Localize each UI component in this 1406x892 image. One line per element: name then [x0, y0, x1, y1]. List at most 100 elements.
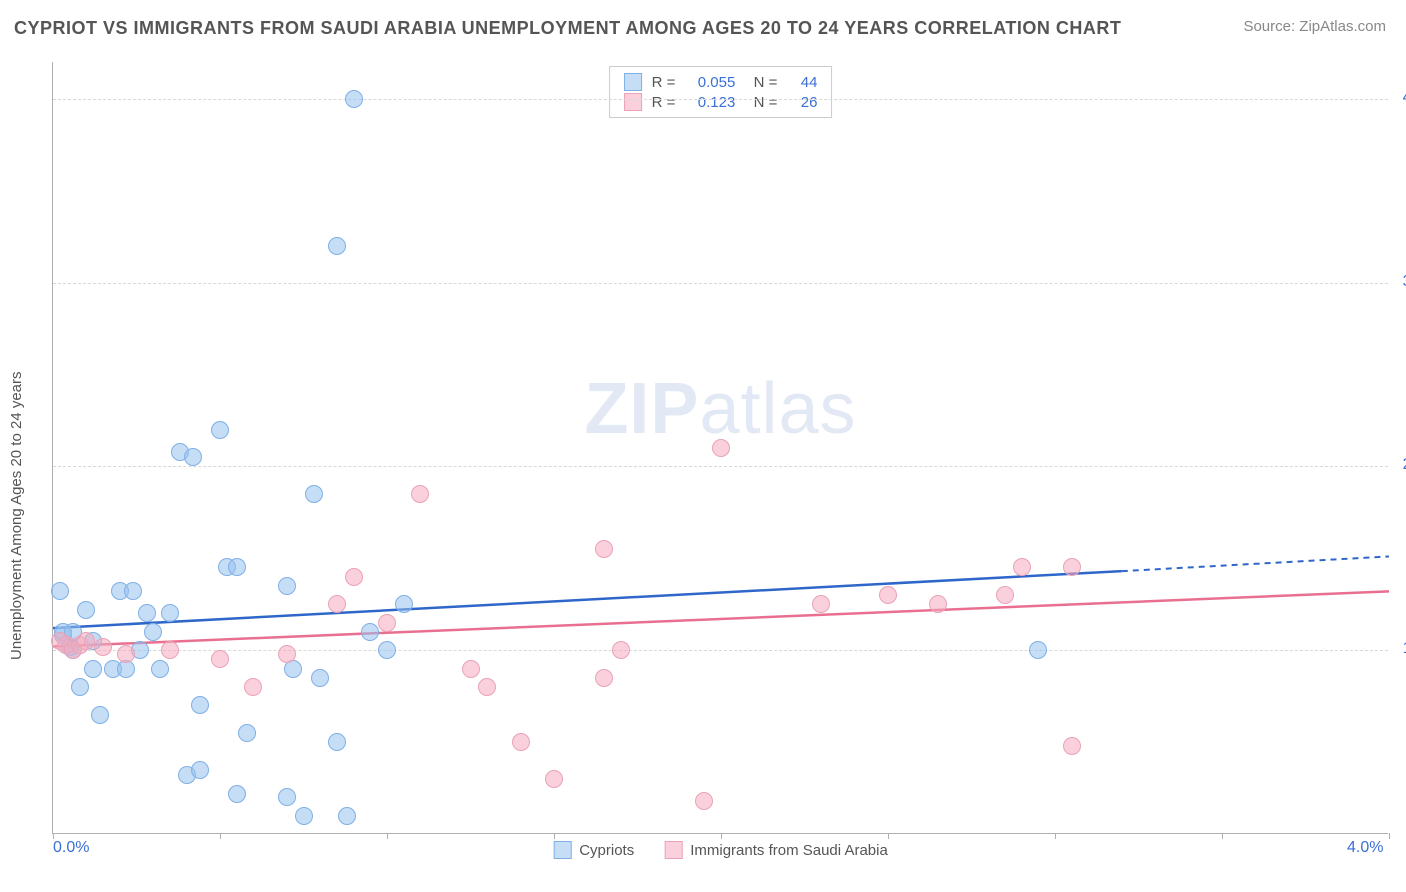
data-point-saudi	[545, 770, 563, 788]
stats-legend-row-cypriots: R = 0.055 N = 44	[624, 72, 818, 92]
x-tick-label: 0.0%	[53, 839, 89, 857]
legend-n-value: 44	[787, 74, 817, 91]
data-point-cypriots	[91, 706, 109, 724]
series-legend-item-cypriots: Cypriots	[553, 841, 634, 859]
data-point-cypriots	[1029, 641, 1047, 659]
data-point-cypriots	[51, 582, 69, 600]
data-point-cypriots	[191, 761, 209, 779]
data-point-saudi	[378, 614, 396, 632]
grid-line	[53, 650, 1388, 651]
data-point-cypriots	[71, 678, 89, 696]
y-tick-label: 20.0%	[1392, 456, 1406, 474]
stats-legend-row-saudi: R = 0.123 N = 26	[624, 92, 818, 112]
legend-n-label: N =	[745, 94, 777, 111]
data-point-cypriots	[328, 237, 346, 255]
legend-swatch-icon	[664, 841, 682, 859]
data-point-saudi	[595, 669, 613, 687]
data-point-cypriots	[191, 696, 209, 714]
data-point-saudi	[712, 439, 730, 457]
series-legend-label: Cypriots	[579, 842, 634, 859]
data-point-saudi	[462, 660, 480, 678]
data-point-cypriots	[278, 788, 296, 806]
data-point-cypriots	[77, 601, 95, 619]
data-point-saudi	[996, 586, 1014, 604]
data-point-cypriots	[378, 641, 396, 659]
x-tick-mark	[1222, 833, 1223, 839]
data-point-saudi	[879, 586, 897, 604]
grid-line	[53, 466, 1388, 467]
x-tick-mark	[220, 833, 221, 839]
data-point-saudi	[478, 678, 496, 696]
data-point-cypriots	[361, 623, 379, 641]
data-point-cypriots	[305, 485, 323, 503]
series-legend: Cypriots Immigrants from Saudi Arabia	[553, 841, 888, 859]
data-point-cypriots	[144, 623, 162, 641]
data-point-saudi	[211, 650, 229, 668]
data-point-cypriots	[151, 660, 169, 678]
y-tick-label: 40.0%	[1392, 89, 1406, 107]
data-point-cypriots	[84, 660, 102, 678]
y-tick-label: 10.0%	[1392, 640, 1406, 658]
stats-legend: R = 0.055 N = 44 R = 0.123 N = 26	[609, 66, 833, 118]
x-tick-mark	[554, 833, 555, 839]
trend-line-cypriots	[53, 571, 1122, 628]
y-tick-label: 30.0%	[1392, 273, 1406, 291]
y-axis-label: Unemployment Among Ages 20 to 24 years	[8, 371, 25, 660]
legend-n-value: 26	[787, 94, 817, 111]
x-tick-mark	[721, 833, 722, 839]
data-point-saudi	[512, 733, 530, 751]
data-point-saudi	[812, 595, 830, 613]
legend-r-label: R =	[652, 94, 676, 111]
data-point-cypriots	[211, 421, 229, 439]
legend-swatch-icon	[553, 841, 571, 859]
data-point-cypriots	[395, 595, 413, 613]
watermark: ZIPatlas	[584, 368, 856, 450]
data-point-saudi	[1063, 558, 1081, 576]
legend-swatch-icon	[624, 73, 642, 91]
data-point-saudi	[695, 792, 713, 810]
data-point-saudi	[161, 641, 179, 659]
data-point-saudi	[595, 540, 613, 558]
data-point-saudi	[345, 568, 363, 586]
grid-line	[53, 99, 1388, 100]
data-point-saudi	[328, 595, 346, 613]
data-point-saudi	[411, 485, 429, 503]
plot-area: ZIPatlas R = 0.055 N = 44 R = 0.123 N = …	[52, 62, 1388, 834]
x-tick-mark	[387, 833, 388, 839]
legend-r-value: 0.123	[685, 94, 735, 111]
data-point-cypriots	[278, 577, 296, 595]
chart-container: CYPRIOT VS IMMIGRANTS FROM SAUDI ARABIA …	[0, 0, 1406, 892]
series-legend-label: Immigrants from Saudi Arabia	[690, 842, 888, 859]
data-point-saudi	[929, 595, 947, 613]
x-tick-mark	[1389, 833, 1390, 839]
data-point-saudi	[278, 645, 296, 663]
chart-title: CYPRIOT VS IMMIGRANTS FROM SAUDI ARABIA …	[14, 18, 1121, 39]
x-tick-mark	[888, 833, 889, 839]
legend-swatch-icon	[624, 93, 642, 111]
data-point-saudi	[94, 638, 112, 656]
series-legend-item-saudi: Immigrants from Saudi Arabia	[664, 841, 888, 859]
trend-line-saudi	[53, 591, 1389, 646]
data-point-cypriots	[345, 90, 363, 108]
data-point-cypriots	[295, 807, 313, 825]
data-point-saudi	[612, 641, 630, 659]
data-point-saudi	[1063, 737, 1081, 755]
data-point-cypriots	[161, 604, 179, 622]
data-point-cypriots	[228, 785, 246, 803]
trend-line-dash-cypriots	[1122, 556, 1389, 571]
data-point-cypriots	[124, 582, 142, 600]
data-point-cypriots	[328, 733, 346, 751]
data-point-cypriots	[228, 558, 246, 576]
data-point-saudi	[244, 678, 262, 696]
grid-line	[53, 283, 1388, 284]
legend-n-label: N =	[745, 74, 777, 91]
data-point-saudi	[117, 645, 135, 663]
data-point-cypriots	[238, 724, 256, 742]
source-attribution: Source: ZipAtlas.com	[1243, 18, 1386, 35]
data-point-saudi	[1013, 558, 1031, 576]
x-tick-mark	[1055, 833, 1056, 839]
data-point-cypriots	[184, 448, 202, 466]
legend-r-value: 0.055	[685, 74, 735, 91]
data-point-saudi	[77, 632, 95, 650]
data-point-cypriots	[311, 669, 329, 687]
